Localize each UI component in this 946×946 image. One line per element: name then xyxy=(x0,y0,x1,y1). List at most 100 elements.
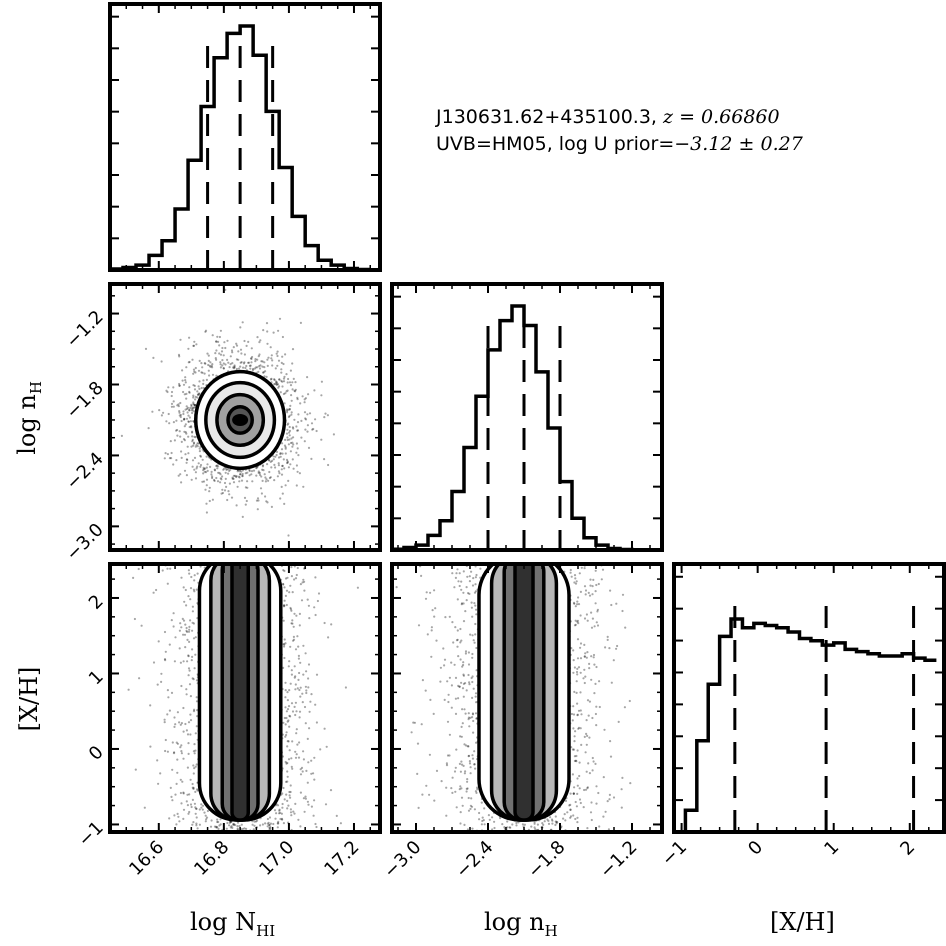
sample-point xyxy=(289,808,292,811)
sample-point xyxy=(182,792,185,795)
sample-point xyxy=(249,364,252,367)
sample-point xyxy=(620,788,623,791)
sample-point xyxy=(222,367,225,370)
sample-point xyxy=(209,365,212,368)
sample-point xyxy=(211,334,214,337)
sample-point xyxy=(205,484,208,487)
sample-point xyxy=(207,359,210,362)
sample-point xyxy=(231,826,234,830)
sample-point xyxy=(290,757,293,760)
sample-point xyxy=(286,461,289,465)
sample-point xyxy=(254,366,257,369)
sample-point xyxy=(294,802,297,806)
sample-point xyxy=(285,762,288,765)
sample-point xyxy=(291,441,294,444)
sample-point xyxy=(277,470,280,473)
sample-point xyxy=(187,674,190,677)
sample-point xyxy=(215,476,218,480)
sample-point xyxy=(282,569,285,572)
sample-point xyxy=(222,367,225,370)
sample-point xyxy=(230,349,234,352)
sample-point xyxy=(218,824,221,827)
sample-point xyxy=(185,629,188,633)
sample-point xyxy=(246,480,249,483)
sample-point xyxy=(192,344,195,347)
sample-point xyxy=(200,386,203,390)
sample-point xyxy=(195,822,198,825)
sample-point xyxy=(284,353,287,356)
sample-point xyxy=(217,827,220,831)
sample-point xyxy=(264,495,267,498)
sample-point xyxy=(223,341,226,344)
hist-panel-lognH-frame xyxy=(390,282,664,552)
sample-point xyxy=(258,471,261,474)
sample-point xyxy=(298,612,301,616)
sample-point xyxy=(184,646,187,649)
sample-point xyxy=(304,418,308,421)
sample-point xyxy=(166,453,169,456)
sample-point xyxy=(191,610,194,613)
sample-point xyxy=(239,326,242,329)
sample-point xyxy=(329,789,333,792)
sample-point xyxy=(288,408,291,411)
sample-point xyxy=(241,474,244,477)
sample-point xyxy=(200,806,203,809)
sample-point xyxy=(283,402,286,405)
sample-point xyxy=(281,442,284,445)
sample-point xyxy=(278,385,281,388)
sample-point xyxy=(218,352,221,355)
sample-point xyxy=(192,384,195,387)
sample-point xyxy=(310,457,313,460)
sample-point xyxy=(255,474,258,477)
sample-point xyxy=(187,752,190,756)
sample-point xyxy=(140,624,143,627)
sample-point xyxy=(234,474,237,477)
sample-point xyxy=(194,653,197,656)
sample-point xyxy=(279,391,282,394)
sample-point xyxy=(295,484,298,487)
sample-point xyxy=(289,608,293,611)
sample-point xyxy=(245,364,248,368)
sample-point xyxy=(284,642,287,645)
sample-point xyxy=(285,589,289,592)
sample-point xyxy=(177,405,180,408)
sample-point xyxy=(206,469,209,472)
sample-point xyxy=(179,413,182,417)
sample-point xyxy=(163,457,166,460)
sample-point xyxy=(466,575,469,578)
sample-point xyxy=(287,534,290,537)
sample-point xyxy=(577,727,580,730)
sample-point xyxy=(173,716,176,719)
sample-point xyxy=(196,465,199,468)
sample-point xyxy=(179,401,182,405)
sample-point xyxy=(282,362,285,366)
sample-point xyxy=(228,482,231,485)
sample-point xyxy=(188,625,191,629)
sample-point xyxy=(277,359,281,362)
sample-point xyxy=(323,621,326,625)
sample-point xyxy=(197,462,200,465)
sample-point xyxy=(205,378,208,381)
sample-point xyxy=(273,463,276,466)
sample-point xyxy=(289,715,292,718)
sample-point xyxy=(288,794,291,797)
sample-point xyxy=(179,791,182,795)
sample-point xyxy=(283,604,286,607)
sample-point xyxy=(291,619,294,622)
sample-point xyxy=(204,814,207,817)
sample-point xyxy=(170,402,174,405)
sample-point xyxy=(191,431,194,434)
sample-point xyxy=(289,645,292,648)
sample-point xyxy=(463,708,466,711)
sample-point xyxy=(271,364,274,367)
sample-point xyxy=(209,825,213,828)
sample-point xyxy=(239,365,242,368)
sample-point xyxy=(188,640,191,644)
sample-point xyxy=(294,756,298,759)
sample-point xyxy=(186,638,189,642)
sample-point xyxy=(179,746,182,749)
sample-point xyxy=(173,660,176,663)
sample-point xyxy=(186,793,189,796)
sample-point xyxy=(235,344,239,347)
